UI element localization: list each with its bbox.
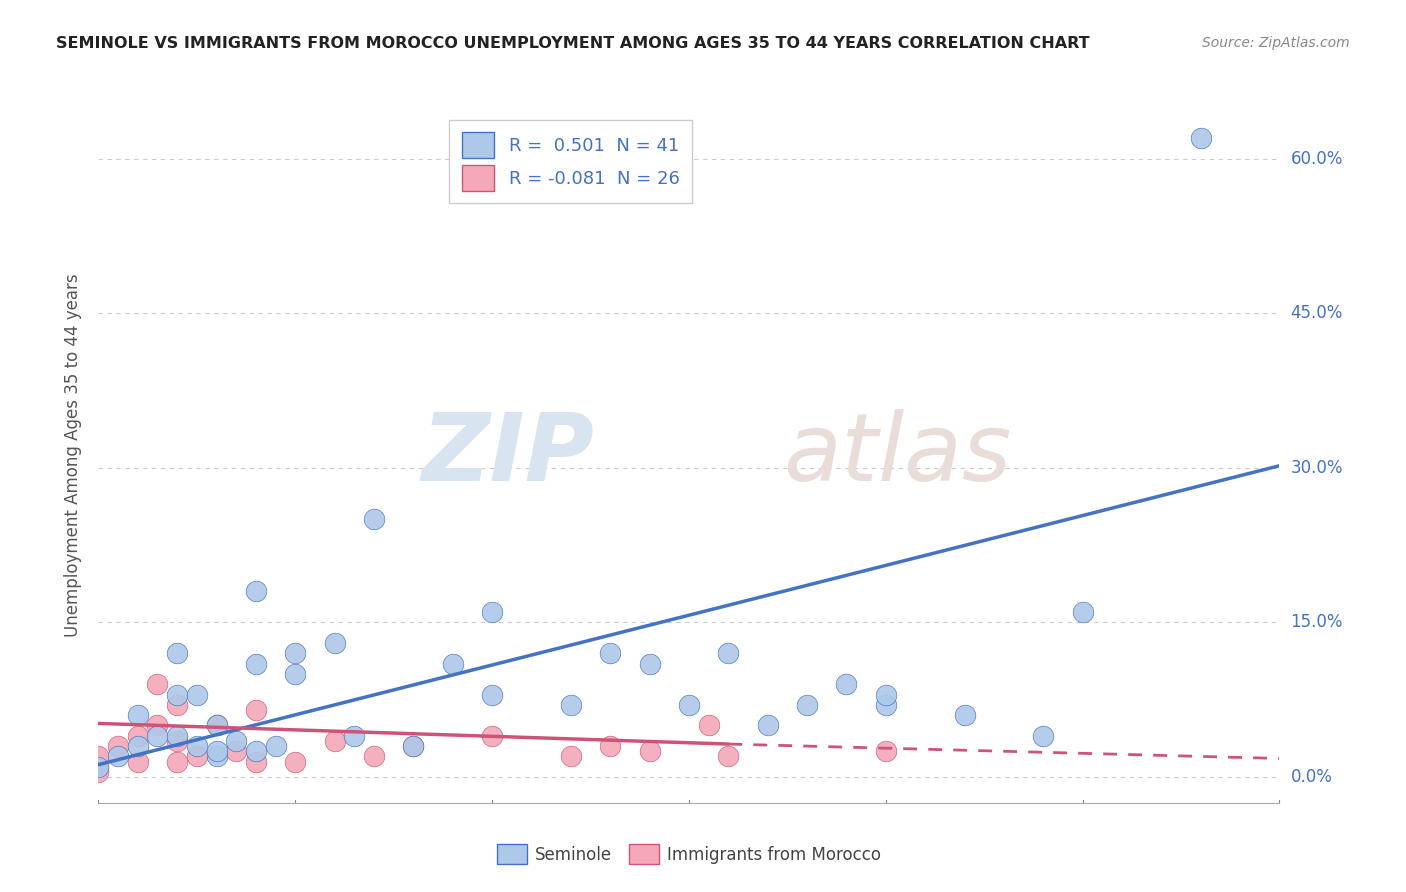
Point	[146, 729, 169, 743]
Point	[481, 605, 503, 619]
Point	[245, 755, 267, 769]
Point	[323, 734, 346, 748]
Point	[343, 729, 366, 743]
Point	[284, 667, 307, 681]
Point	[166, 646, 188, 660]
Point	[127, 729, 149, 743]
Point	[796, 698, 818, 712]
Point	[186, 739, 208, 753]
Point	[678, 698, 700, 712]
Point	[245, 584, 267, 599]
Point	[166, 755, 188, 769]
Text: 0.0%: 0.0%	[1291, 768, 1333, 786]
Point	[875, 688, 897, 702]
Point	[205, 718, 228, 732]
Point	[127, 708, 149, 723]
Point	[107, 739, 129, 753]
Point	[1071, 605, 1094, 619]
Point	[107, 749, 129, 764]
Point	[363, 749, 385, 764]
Text: 60.0%: 60.0%	[1291, 150, 1343, 168]
Point	[87, 760, 110, 774]
Point	[166, 734, 188, 748]
Point	[717, 646, 740, 660]
Point	[1189, 131, 1212, 145]
Point	[166, 688, 188, 702]
Y-axis label: Unemployment Among Ages 35 to 44 years: Unemployment Among Ages 35 to 44 years	[63, 273, 82, 637]
Point	[953, 708, 976, 723]
Point	[284, 646, 307, 660]
Point	[127, 755, 149, 769]
Text: ZIP: ZIP	[422, 409, 595, 501]
Point	[205, 749, 228, 764]
Point	[363, 512, 385, 526]
Point	[186, 749, 208, 764]
Text: 30.0%: 30.0%	[1291, 458, 1343, 477]
Point	[481, 729, 503, 743]
Point	[205, 744, 228, 758]
Point	[225, 744, 247, 758]
Point	[560, 749, 582, 764]
Point	[284, 755, 307, 769]
Point	[756, 718, 779, 732]
Point	[638, 744, 661, 758]
Point	[875, 698, 897, 712]
Point	[1032, 729, 1054, 743]
Point	[87, 764, 110, 779]
Point	[245, 703, 267, 717]
Point	[835, 677, 858, 691]
Point	[225, 734, 247, 748]
Point	[264, 739, 287, 753]
Point	[560, 698, 582, 712]
Point	[205, 718, 228, 732]
Legend: Seminole, Immigrants from Morocco: Seminole, Immigrants from Morocco	[491, 838, 887, 871]
Point	[717, 749, 740, 764]
Point	[402, 739, 425, 753]
Point	[402, 739, 425, 753]
Text: atlas: atlas	[783, 409, 1012, 500]
Point	[323, 636, 346, 650]
Point	[146, 718, 169, 732]
Text: SEMINOLE VS IMMIGRANTS FROM MOROCCO UNEMPLOYMENT AMONG AGES 35 TO 44 YEARS CORRE: SEMINOLE VS IMMIGRANTS FROM MOROCCO UNEM…	[56, 36, 1090, 51]
Text: 45.0%: 45.0%	[1291, 304, 1343, 322]
Point	[146, 677, 169, 691]
Point	[87, 749, 110, 764]
Text: 15.0%: 15.0%	[1291, 614, 1343, 632]
Text: Source: ZipAtlas.com: Source: ZipAtlas.com	[1202, 36, 1350, 50]
Point	[481, 688, 503, 702]
Point	[245, 744, 267, 758]
Point	[638, 657, 661, 671]
Point	[441, 657, 464, 671]
Point	[127, 739, 149, 753]
Point	[186, 688, 208, 702]
Point	[599, 646, 621, 660]
Point	[875, 744, 897, 758]
Point	[697, 718, 720, 732]
Point	[166, 698, 188, 712]
Point	[166, 729, 188, 743]
Point	[599, 739, 621, 753]
Point	[245, 657, 267, 671]
